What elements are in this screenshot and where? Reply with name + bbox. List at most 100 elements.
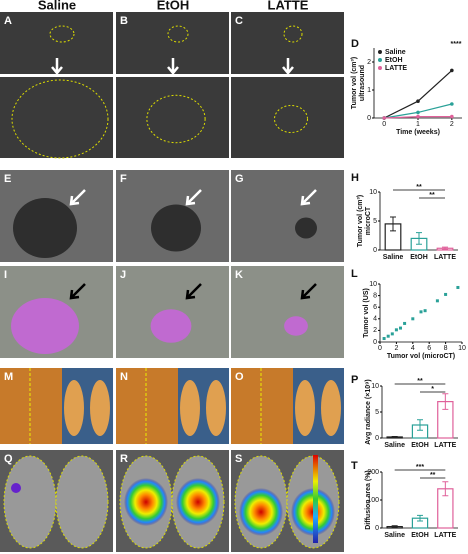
y-axis-label: Diffusion area (%)	[365, 470, 372, 530]
panel-label: Q	[4, 453, 13, 465]
point	[399, 326, 402, 330]
arrow	[51, 58, 63, 75]
x-tick-label: LATTE	[434, 532, 456, 539]
x-tick-label: 6	[427, 345, 431, 352]
panel-label: J	[120, 269, 126, 281]
y-tick-label: 8	[373, 292, 377, 299]
image-panel	[116, 12, 229, 158]
point	[403, 321, 407, 325]
y-tick-label: 0	[373, 247, 377, 254]
legend-marker	[378, 50, 382, 54]
point	[382, 337, 386, 341]
y-tick-label: 2	[373, 327, 377, 334]
point	[450, 102, 454, 106]
tumor	[284, 316, 308, 336]
tumor	[151, 204, 201, 252]
error-bar	[391, 435, 398, 438]
y-tick-label: 4	[373, 316, 377, 323]
image-panel	[231, 170, 344, 262]
x-tick-label: 10	[458, 345, 466, 352]
panel-label: S	[235, 453, 242, 465]
panel-label: R	[120, 453, 128, 465]
point	[382, 116, 386, 120]
signal	[176, 478, 220, 526]
image-panel	[231, 266, 344, 358]
point	[416, 99, 420, 103]
point	[394, 328, 398, 332]
legend-marker	[378, 58, 382, 62]
y-tick-label: 0	[375, 525, 379, 532]
arrow	[185, 189, 202, 206]
annotation: **	[417, 378, 423, 385]
arrow	[167, 58, 179, 75]
y-axis-label: Tumor vol (cm³)	[351, 57, 358, 109]
panel-label: C	[235, 15, 243, 27]
arrow	[69, 189, 86, 206]
annotation: **	[416, 184, 422, 191]
legend-label: EtOH	[385, 57, 403, 64]
y-tick-label: 100	[367, 497, 379, 504]
x-tick-label: Saline	[384, 532, 405, 539]
image-divider	[116, 74, 229, 77]
error-bar	[391, 525, 398, 528]
panel-label: T	[351, 460, 358, 472]
point	[419, 310, 423, 314]
panel-label: O	[235, 371, 244, 383]
arrow	[69, 283, 86, 300]
tumor	[11, 298, 79, 354]
y-tick-label: 2	[367, 59, 371, 66]
tissue	[90, 380, 110, 436]
point	[456, 285, 460, 289]
point	[423, 309, 427, 313]
y-tick-label: 200	[367, 469, 379, 476]
panel-label: D	[351, 38, 359, 50]
error-bar	[442, 393, 449, 410]
panel-label: P	[351, 374, 358, 386]
tissue	[295, 380, 315, 436]
x-tick-label: Saline	[383, 254, 404, 261]
image-divider	[231, 74, 344, 77]
panel-label: G	[235, 173, 244, 185]
panel-label: F	[120, 173, 127, 185]
image-divider	[0, 74, 113, 77]
color-bar	[313, 455, 318, 543]
point	[416, 114, 420, 119]
panel-label: B	[120, 15, 128, 27]
x-tick-label: EtOH	[410, 254, 428, 261]
tissue	[180, 380, 200, 436]
panel-label: H	[351, 172, 359, 184]
y-axis-label: ultrasound	[359, 65, 366, 101]
annotation: ****	[451, 41, 462, 48]
y-tick-label: 0	[373, 339, 377, 346]
tissue-outline	[3, 455, 57, 549]
x-tick-label: 8	[444, 345, 448, 352]
y-tick-label: 10	[369, 189, 377, 196]
x-axis-label: Time (weeks)	[396, 129, 440, 136]
tissue	[321, 380, 341, 436]
point	[450, 68, 454, 73]
error-bar	[417, 514, 423, 522]
point	[411, 317, 415, 321]
point	[450, 114, 454, 119]
y-axis-label: Tumor vol (cm³)	[357, 195, 364, 247]
y-axis-label: microCT	[365, 206, 372, 235]
x-tick-label: LATTE	[434, 254, 456, 261]
y-tick-label: 0	[375, 435, 379, 442]
tumor-outline	[11, 79, 109, 159]
panel-label: I	[4, 269, 7, 281]
arrow	[300, 189, 317, 206]
tumor-outline	[49, 25, 75, 43]
y-tick-label: 5	[375, 409, 379, 416]
signal	[11, 483, 21, 493]
column-header: EtOH	[157, 0, 190, 12]
image-panel	[231, 12, 344, 158]
tissue	[64, 380, 84, 436]
x-tick-label: 0	[382, 121, 386, 128]
column-header: LATTE	[268, 0, 309, 12]
tumor-outline	[146, 94, 206, 144]
annotation: **	[429, 192, 435, 199]
arrow	[300, 283, 317, 300]
x-tick-label: 4	[411, 345, 415, 352]
legend-label: Saline	[385, 49, 406, 56]
